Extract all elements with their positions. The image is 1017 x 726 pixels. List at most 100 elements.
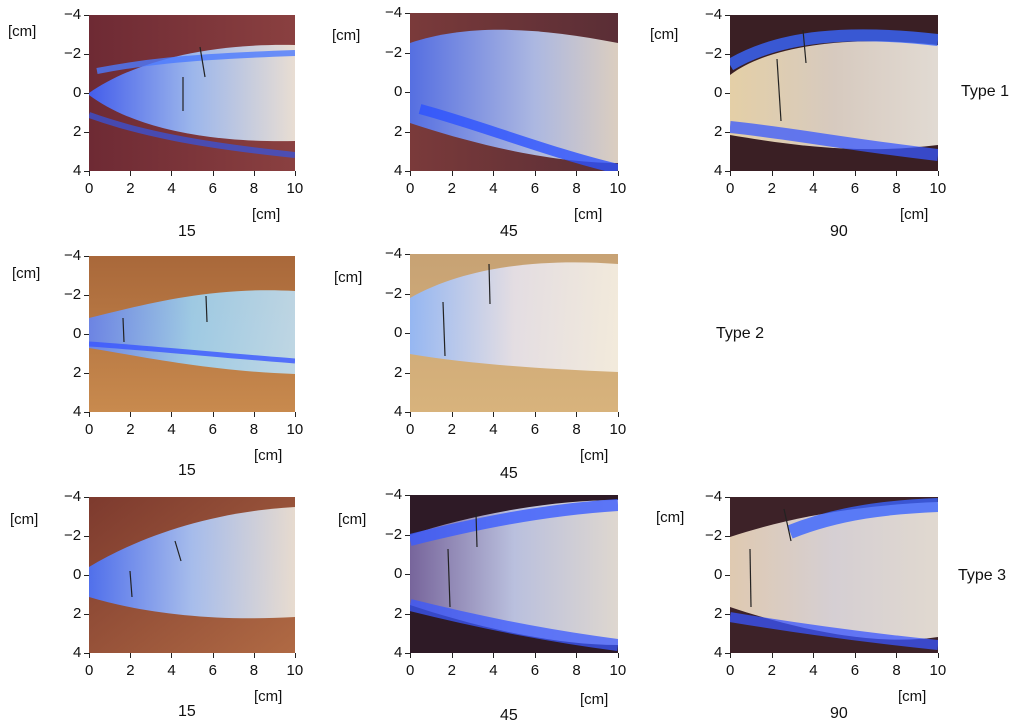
y-axis-tick <box>725 171 730 172</box>
x-axis-tick <box>130 171 132 176</box>
x-tick-label: 0 <box>85 421 94 438</box>
x-tick-label: 0 <box>85 180 94 197</box>
x-axis-tick <box>295 653 296 658</box>
y-axis-tick <box>405 293 410 295</box>
x-tick-label: 10 <box>286 180 304 197</box>
x-axis-tick <box>130 653 132 658</box>
y-tick-label: −4 <box>705 6 723 23</box>
y-tick-label: −2 <box>64 286 82 303</box>
x-tick-label: 2 <box>767 662 776 679</box>
x-tick-label: 6 <box>850 662 860 679</box>
x-axis-unit-label: [cm] <box>898 688 927 705</box>
x-tick-label: 0 <box>726 180 735 197</box>
y-axis-tick <box>84 373 89 374</box>
y-axis-tick <box>405 372 410 374</box>
y-axis-tick <box>725 132 730 133</box>
y-axis-tick <box>405 574 410 575</box>
x-axis-tick <box>576 412 578 417</box>
y-tick-label: 2 <box>73 605 82 622</box>
x-tick-label: 6 <box>530 180 540 197</box>
x-tick-label: 2 <box>767 180 776 197</box>
x-axis-tick <box>451 171 453 176</box>
flame-photo-type2-15 <box>89 256 295 412</box>
x-tick-label: 0 <box>406 180 415 197</box>
x-axis-tick <box>896 653 898 658</box>
x-tick-label: 8 <box>249 662 259 679</box>
y-tick-label: 2 <box>394 604 403 622</box>
y-tick-label: −2 <box>385 525 403 543</box>
x-axis-unit-label: [cm] <box>900 206 929 223</box>
y-tick-label: 2 <box>714 605 723 622</box>
x-tick-label: 6 <box>850 180 860 197</box>
y-axis-unit-label: [cm] <box>8 23 37 40</box>
x-tick-label: 10 <box>609 662 627 679</box>
x-tick-label: 10 <box>609 180 627 197</box>
y-tick-label: 0 <box>714 84 723 101</box>
x-tick-label: 6 <box>208 421 217 438</box>
x-tick-label: 8 <box>249 180 259 197</box>
x-tick-label: 4 <box>167 421 176 438</box>
y-tick-label: −2 <box>64 45 82 62</box>
x-tick-label: 4 <box>809 662 818 679</box>
y-tick-label: 0 <box>73 84 82 101</box>
x-axis-unit-label: [cm] <box>580 447 609 464</box>
y-axis-tick <box>725 614 730 615</box>
y-tick-label: −4 <box>64 247 82 264</box>
y-axis-tick <box>405 254 410 255</box>
panel-caption: 15 <box>178 703 196 720</box>
y-tick-label: −2 <box>385 284 403 302</box>
y-axis-tick <box>84 497 89 498</box>
x-axis-unit-label: [cm] <box>254 447 283 464</box>
x-axis-tick <box>253 653 255 658</box>
y-tick-label: 0 <box>73 566 82 583</box>
y-tick-label: −2 <box>705 45 723 62</box>
x-axis-tick <box>576 171 578 176</box>
y-axis-tick <box>405 534 410 536</box>
y-axis-tick <box>84 93 89 94</box>
x-tick-label: 8 <box>892 180 901 197</box>
x-axis-tick <box>89 412 90 417</box>
x-axis-tick <box>618 653 619 658</box>
panel-caption: 90 <box>830 705 848 722</box>
x-tick-label: 2 <box>447 421 456 438</box>
x-tick-label: 4 <box>167 662 176 679</box>
x-tick-label: 8 <box>572 662 581 679</box>
type-label-row2: Type 2 <box>716 325 765 342</box>
x-axis-unit-label: [cm] <box>574 206 603 223</box>
x-tick-label: 2 <box>447 662 456 679</box>
y-axis-unit-label: [cm] <box>10 511 39 528</box>
x-tick-label: 4 <box>167 180 176 197</box>
x-axis-tick <box>813 171 815 176</box>
flame-photo-type3-45 <box>410 495 618 653</box>
y-axis-tick <box>84 334 89 335</box>
y-axis-tick <box>725 54 730 55</box>
x-axis-tick <box>253 171 255 176</box>
x-axis-tick <box>451 653 453 658</box>
x-tick-label: 8 <box>572 421 581 438</box>
x-axis-tick <box>730 653 731 658</box>
x-tick-label: 4 <box>489 180 498 197</box>
flame-photo-type3-90 <box>730 497 938 653</box>
x-axis-tick <box>410 412 411 417</box>
y-axis-tick <box>725 653 730 654</box>
y-tick-label: −2 <box>385 43 403 61</box>
x-tick-label: 6 <box>530 662 540 679</box>
y-axis-tick <box>405 13 410 14</box>
flame-photo-type3-15 <box>89 497 295 653</box>
y-axis-tick <box>725 93 730 94</box>
y-axis-tick <box>84 54 89 55</box>
panel-caption: 45 <box>500 707 518 724</box>
x-axis-tick <box>896 171 898 176</box>
y-axis-unit-label: [cm] <box>334 269 363 286</box>
x-tick-label: 4 <box>489 421 498 438</box>
x-axis-tick <box>493 412 495 417</box>
y-tick-label: 2 <box>394 363 403 381</box>
x-axis-tick <box>534 171 536 176</box>
type-label-row3: Type 3 <box>958 567 1007 584</box>
x-axis-tick <box>618 412 619 417</box>
y-tick-label: 4 <box>394 162 403 179</box>
y-axis-unit-label: [cm] <box>656 509 685 526</box>
y-tick-label: 2 <box>714 123 723 140</box>
x-axis-tick <box>771 653 773 658</box>
y-tick-label: −2 <box>705 527 723 544</box>
